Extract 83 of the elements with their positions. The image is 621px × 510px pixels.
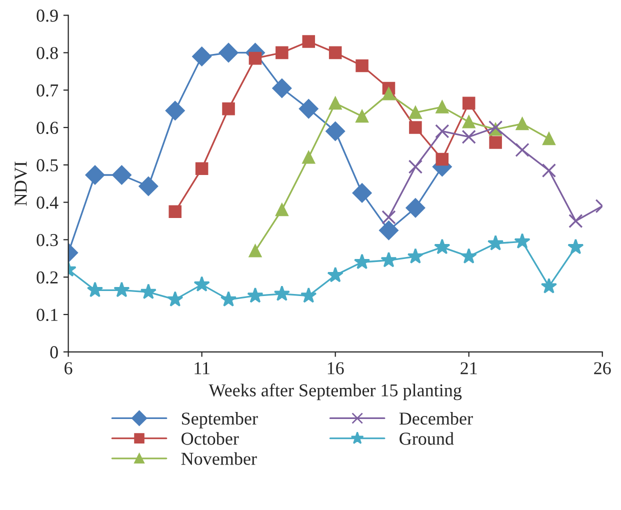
point bbox=[272, 78, 292, 98]
point bbox=[298, 99, 318, 118]
point bbox=[409, 106, 422, 119]
point bbox=[274, 285, 290, 301]
point bbox=[112, 165, 132, 185]
point bbox=[568, 238, 584, 254]
y-axis-title: NDVI bbox=[14, 162, 27, 206]
point bbox=[222, 102, 235, 116]
point bbox=[462, 96, 476, 110]
point bbox=[489, 136, 502, 149]
x-tick-label: 16 bbox=[328, 362, 344, 374]
point bbox=[218, 43, 238, 62]
point bbox=[85, 165, 105, 185]
point bbox=[114, 282, 130, 298]
y-tick-label: 0.2 bbox=[36, 271, 58, 284]
point bbox=[248, 52, 262, 65]
point bbox=[542, 163, 556, 178]
point bbox=[276, 203, 288, 216]
y-tick-label: 0.3 bbox=[36, 234, 58, 246]
legend-label: Ground bbox=[400, 432, 454, 445]
point bbox=[86, 282, 104, 298]
point bbox=[409, 121, 422, 134]
point bbox=[514, 233, 530, 249]
point bbox=[436, 100, 449, 114]
legend-label: October bbox=[182, 432, 239, 445]
point bbox=[302, 151, 316, 164]
point bbox=[436, 152, 449, 166]
legend-label: December bbox=[399, 412, 473, 425]
point bbox=[138, 176, 158, 196]
y-tick-label: 0.9 bbox=[36, 10, 58, 22]
x-axis-title: Weeks after September 15 planting bbox=[208, 384, 462, 400]
point bbox=[140, 284, 157, 300]
point bbox=[434, 238, 450, 254]
point bbox=[435, 124, 450, 138]
point bbox=[326, 122, 346, 141]
point bbox=[300, 287, 317, 303]
x-tick-label: 11 bbox=[194, 362, 210, 374]
point bbox=[542, 132, 556, 146]
point bbox=[515, 142, 530, 158]
point bbox=[327, 266, 344, 282]
point bbox=[167, 291, 184, 307]
y-tick-label: 0.6 bbox=[36, 122, 58, 134]
y-tick-label: 0 bbox=[50, 346, 58, 358]
y-tick-label: 0.4 bbox=[36, 196, 58, 209]
point bbox=[352, 183, 372, 203]
point bbox=[462, 116, 476, 128]
point bbox=[516, 117, 529, 130]
point bbox=[220, 291, 237, 307]
point bbox=[408, 160, 423, 174]
point bbox=[356, 110, 368, 123]
point bbox=[568, 214, 583, 228]
point bbox=[407, 248, 424, 264]
point bbox=[540, 278, 558, 294]
y-tick-label: 0.1 bbox=[36, 308, 58, 322]
x-tick-label: 6 bbox=[64, 362, 72, 374]
point bbox=[487, 234, 504, 250]
point bbox=[168, 205, 182, 218]
point bbox=[460, 248, 477, 264]
point bbox=[356, 59, 368, 72]
point bbox=[328, 46, 342, 60]
y-tick-label: 0.7 bbox=[36, 84, 58, 97]
point bbox=[328, 96, 342, 110]
point bbox=[165, 100, 185, 120]
point bbox=[248, 244, 262, 258]
point bbox=[247, 287, 264, 303]
legend-label: September bbox=[182, 412, 258, 428]
x-tick-label: 21 bbox=[460, 362, 477, 374]
point bbox=[462, 130, 476, 144]
point bbox=[276, 46, 288, 60]
y-tick-label: 0.5 bbox=[36, 159, 58, 172]
y-tick-label: 0.8 bbox=[36, 46, 58, 60]
point bbox=[194, 276, 210, 292]
point bbox=[302, 35, 316, 48]
point bbox=[406, 198, 426, 218]
point bbox=[195, 162, 208, 176]
legend-label: November bbox=[181, 452, 257, 465]
x-tick-label: 26 bbox=[594, 362, 611, 374]
point bbox=[354, 254, 370, 270]
point bbox=[380, 252, 397, 268]
point bbox=[382, 87, 396, 100]
point bbox=[382, 210, 396, 224]
point bbox=[192, 46, 212, 66]
point bbox=[379, 220, 398, 240]
